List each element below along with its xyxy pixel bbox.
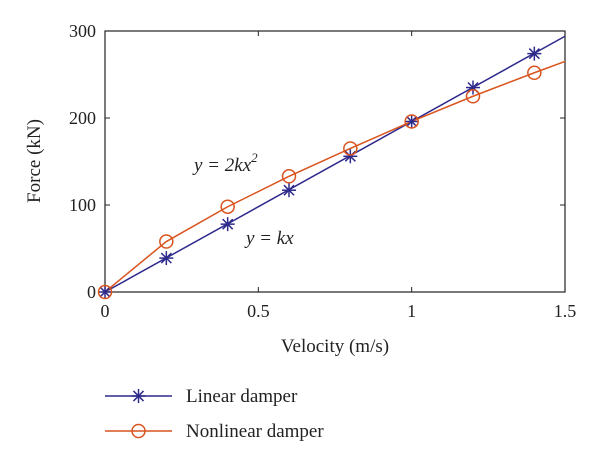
y-axis-label: Force (kN)	[24, 119, 45, 203]
x-tick-label: 0.5	[247, 301, 270, 321]
linear-data-point	[343, 149, 358, 164]
y-tick-label: 200	[69, 108, 96, 128]
plot-frame	[104, 30, 566, 293]
y-tick-label: 0	[87, 282, 96, 302]
nonlinear-data-point	[404, 114, 419, 129]
series-line-linear	[104, 35, 566, 293]
y-tick-label: 300	[69, 21, 96, 41]
linear-data-point	[527, 46, 542, 61]
x-tick-label: 1	[407, 301, 416, 321]
legend-nonlinear-marker	[131, 423, 146, 439]
x-tick-label: 1.5	[554, 301, 577, 321]
legend-linear-marker	[131, 389, 146, 403]
linear-data-point	[404, 114, 419, 129]
linear-data-point	[98, 285, 112, 299]
series-line-nonlinear	[104, 60, 566, 293]
nonlinear-data-point	[159, 234, 174, 249]
nonlinear-data-point	[465, 89, 481, 104]
linear-data-point	[220, 217, 235, 232]
linear-data-point	[282, 183, 296, 198]
y-tick-label: 100	[69, 195, 96, 215]
series-markers	[97, 46, 542, 300]
nonlinear-equation-annotation: y = 2kx2	[192, 150, 258, 176]
x-axis-label: Velocity (m/s)	[281, 336, 389, 357]
ticks-group: 0 0.5 1 1.5 0 100 200 300	[69, 21, 576, 321]
series-lines	[104, 35, 566, 293]
nonlinear-equation-text: y = 2kx	[192, 155, 252, 176]
nonlinear-equation-superscript: 2	[251, 150, 258, 165]
x-tick-label: 0	[101, 301, 110, 321]
nonlinear-data-point	[343, 141, 358, 156]
linear-data-point	[159, 251, 174, 266]
legend-asterisk	[131, 389, 146, 403]
nonlinear-data-point	[281, 169, 297, 184]
linear-equation-annotation: y = kx	[244, 228, 294, 249]
legend-linear-label: Linear damper	[186, 386, 298, 407]
legend: Linear damper Nonlinear damper	[105, 386, 324, 442]
nonlinear-data-point	[527, 65, 542, 81]
nonlinear-data-point	[220, 199, 235, 214]
nonlinear-data-point	[97, 284, 113, 300]
legend-nonlinear-label: Nonlinear damper	[186, 421, 324, 442]
